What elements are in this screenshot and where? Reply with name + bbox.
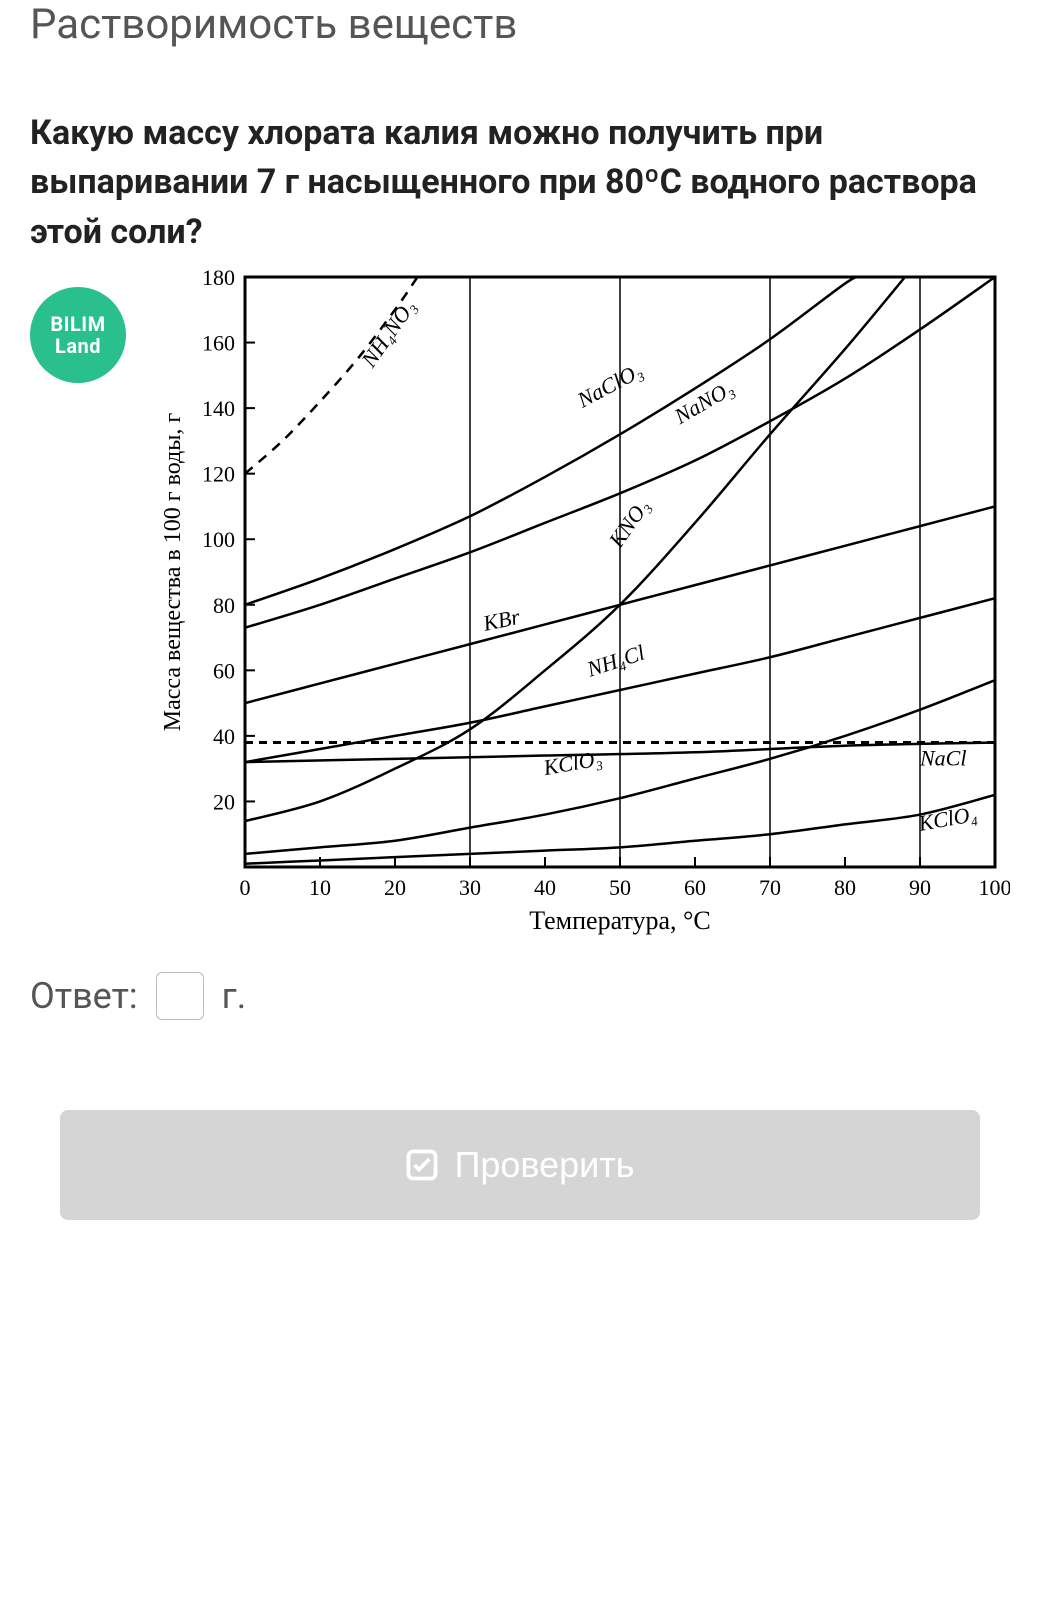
check-button[interactable]: Проверить <box>60 1110 980 1220</box>
answer-input[interactable] <box>156 972 204 1020</box>
page-title: Растворимость веществ <box>30 0 1009 49</box>
svg-text:NaCl: NaCl <box>919 745 966 770</box>
svg-text:Масса вещества в 100 г воды, г: Масса вещества в 100 г воды, г <box>160 413 186 732</box>
check-icon <box>404 1147 440 1183</box>
answer-unit: г. <box>222 975 247 1017</box>
svg-text:20: 20 <box>213 789 235 814</box>
svg-text:60: 60 <box>213 658 235 683</box>
check-button-label: Проверить <box>454 1144 634 1186</box>
svg-text:120: 120 <box>202 462 235 487</box>
chart-svg: 0 10 20 30 40 50 60 70 80 90 100 20 40 60 80 100 120 140 1… <box>30 267 1010 947</box>
svg-text:160: 160 <box>202 330 235 355</box>
solubility-chart: BILIM Land 01020304050607080901002040608… <box>30 267 1010 947</box>
svg-text:100: 100 <box>202 527 235 552</box>
svg-text:0: 0 <box>240 875 251 900</box>
svg-text:50: 50 <box>609 875 631 900</box>
svg-text:80: 80 <box>213 593 235 618</box>
svg-text:20: 20 <box>384 875 406 900</box>
svg-text:Температура, °C: Температура, °C <box>529 906 711 935</box>
svg-text:10: 10 <box>309 875 331 900</box>
svg-text:140: 140 <box>202 396 235 421</box>
svg-text:80: 80 <box>834 875 856 900</box>
svg-text:70: 70 <box>759 875 781 900</box>
svg-text:100: 100 <box>979 875 1011 900</box>
answer-label: Ответ: <box>30 975 138 1017</box>
svg-text:60: 60 <box>684 875 706 900</box>
svg-text:40: 40 <box>534 875 556 900</box>
question-text: Какую массу хлората калия можно получить… <box>30 109 1009 257</box>
svg-text:180: 180 <box>202 267 235 290</box>
svg-text:40: 40 <box>213 724 235 749</box>
answer-row: Ответ: г. <box>30 972 1009 1020</box>
svg-text:30: 30 <box>459 875 481 900</box>
svg-text:90: 90 <box>909 875 931 900</box>
